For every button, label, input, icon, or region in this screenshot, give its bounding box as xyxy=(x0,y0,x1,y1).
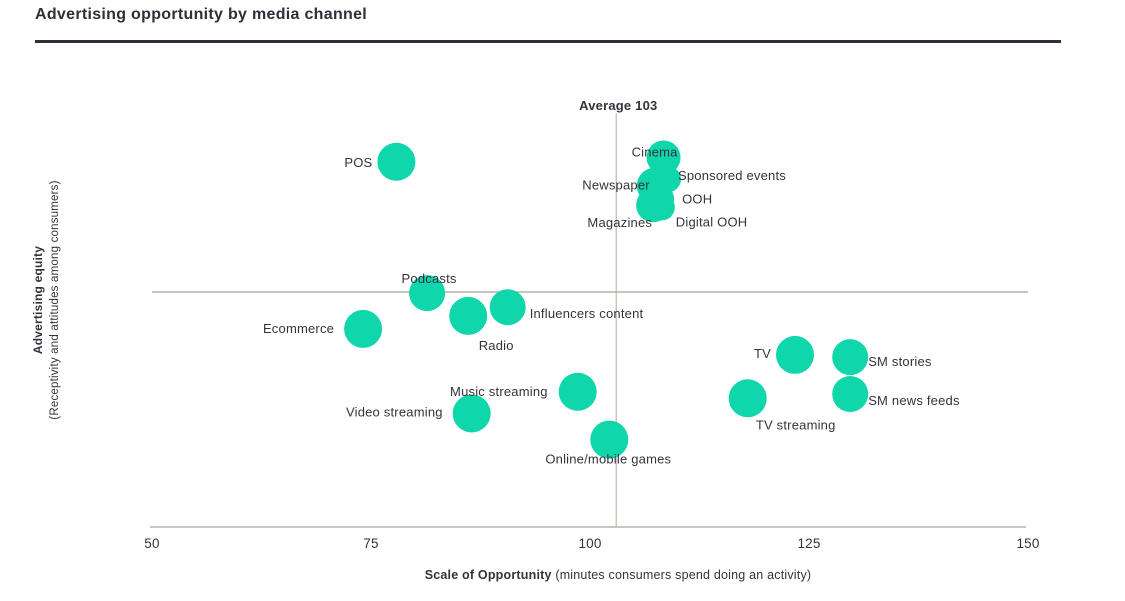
bubble-label-ecommerce: Ecommerce xyxy=(263,321,334,336)
bubble-digital-ooh xyxy=(648,194,675,221)
bubble-label-podcasts: Podcasts xyxy=(402,271,457,286)
bubble-label-video-streaming: Video streaming xyxy=(346,405,443,420)
bubble-label-cinema: Cinema xyxy=(632,145,679,160)
bubble-label-tv: TV xyxy=(754,346,771,361)
bubble-sm-news-feeds xyxy=(832,376,869,412)
x-tick-label: 75 xyxy=(363,536,378,551)
bubble-label-tv-streaming: TV streaming xyxy=(756,417,836,432)
bubble-label-influencers-content: Influencers content xyxy=(530,306,644,321)
bubble-pos xyxy=(377,142,416,181)
bubble-label-sm-stories: SM stories xyxy=(868,354,932,369)
bubble-label-radio: Radio xyxy=(479,338,514,353)
bubble-label-sponsored-events: Sponsored events xyxy=(678,168,786,183)
bubble-ecommerce xyxy=(344,309,383,348)
bubble-video-streaming xyxy=(452,394,491,433)
bubble-online-mobile-games xyxy=(590,420,629,459)
bubble-influencers-content xyxy=(489,289,526,326)
bubble-tv xyxy=(776,335,814,374)
bubble-label-magazines: Magazines xyxy=(587,215,652,230)
average-label: Average 103 xyxy=(579,98,657,113)
x-tick-label: 50 xyxy=(144,536,159,551)
bubble-label-music-streaming: Music streaming xyxy=(450,384,548,399)
bubble-radio xyxy=(449,296,488,335)
bubble-podcasts xyxy=(409,275,446,312)
page-title: Advertising opportunity by media channel xyxy=(35,6,368,23)
bubble-sm-stories xyxy=(832,339,869,376)
bubble-label-sm-news-feeds: SM news feeds xyxy=(868,393,960,408)
x-tick-label: 125 xyxy=(797,536,820,551)
x-tick-label: 100 xyxy=(578,536,601,551)
bubble-label-online-mobile-games: Online/mobile games xyxy=(545,452,671,467)
title-rule xyxy=(35,40,1061,43)
bubble-tv-streaming xyxy=(728,379,767,418)
bubble-label-pos: POS xyxy=(344,155,372,170)
x-tick-label: 150 xyxy=(1016,536,1039,551)
x-axis-label: Scale of Opportunity (minutes consumers … xyxy=(425,568,812,582)
bubble-music-streaming xyxy=(558,372,597,411)
bubble-cinema xyxy=(646,140,681,175)
bubble-label-newspaper: Newspaper xyxy=(582,178,650,193)
bubble-label-digital-ooh: Digital OOH xyxy=(676,214,748,229)
bubble-label-ooh: OOH xyxy=(682,192,712,207)
